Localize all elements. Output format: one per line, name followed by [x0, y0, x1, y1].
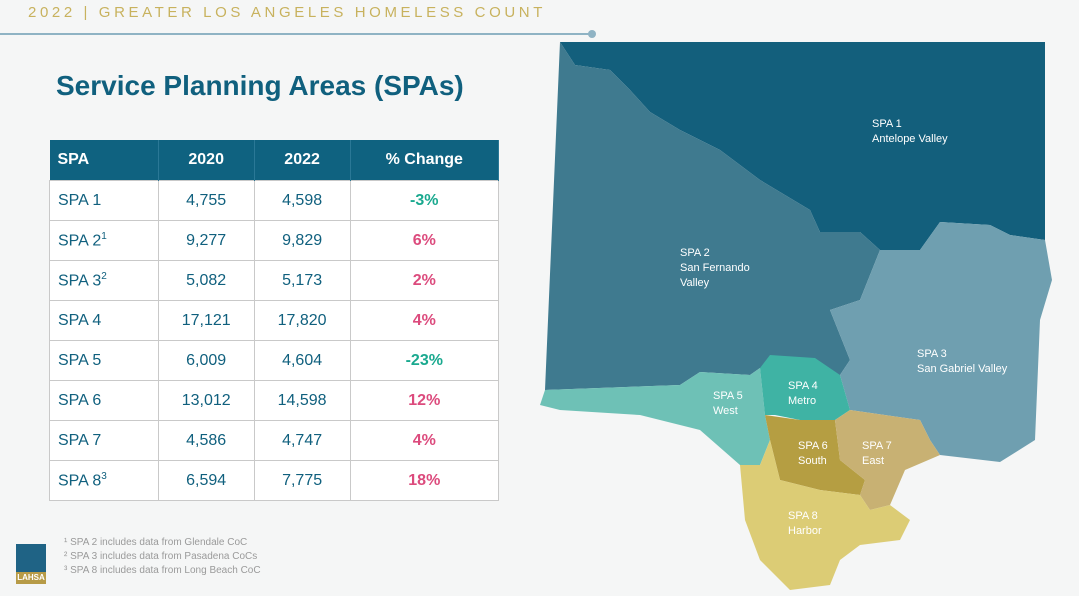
count-2022: 4,598	[253, 180, 351, 221]
header-rule-dot	[588, 30, 596, 38]
region-spa6[interactable]	[765, 415, 865, 495]
map-label-spa1: SPA 1	[872, 118, 902, 130]
table-row: SPA 21 9,277 9,829 6%	[49, 220, 500, 261]
map-label-spa4: Metro	[788, 395, 816, 407]
map-label-spa2: SPA 2	[680, 247, 710, 259]
region-spa3[interactable]	[830, 222, 1052, 462]
lahsa-logo: LAHSA	[16, 544, 46, 584]
column-header: 2020	[158, 140, 255, 181]
table-header: SPA 2020 2022% Change	[49, 140, 500, 181]
percent-change: 18%	[349, 460, 500, 501]
region-spa7[interactable]	[835, 410, 940, 510]
map-label-spa7: SPA 7	[862, 440, 892, 452]
spa-cell: SPA 83	[49, 460, 159, 501]
percent-change: -23%	[349, 340, 500, 381]
count-2020: 6,009	[157, 340, 255, 381]
spa-name: SPA 4	[58, 311, 102, 329]
page-title: Service Planning Areas (SPAs)	[56, 70, 464, 101]
spa-cell: SPA 7	[49, 420, 159, 461]
count-2020: 4,586	[157, 420, 255, 461]
map-label-spa3: SPA 3	[917, 348, 947, 360]
map-label-spa3: San Gabriel Valley	[917, 363, 1008, 375]
map-label-spa6: South	[798, 455, 827, 467]
map-label-spa4: SPA 4	[788, 380, 818, 392]
spa-cell: SPA 6	[49, 380, 159, 421]
count-2020: 6,594	[157, 460, 255, 501]
region-spa1[interactable]	[560, 42, 1045, 250]
table-row: SPA 7 4,586 4,747 4%	[49, 420, 500, 461]
count-2020: 9,277	[157, 220, 255, 261]
map-label-spa2: San Fernando	[680, 262, 750, 274]
map-label-spa8: Harbor	[788, 525, 822, 537]
count-2022: 5,173	[253, 260, 351, 301]
column-header: 2022	[254, 140, 351, 181]
header-rule	[0, 33, 592, 35]
region-spa5[interactable]	[540, 368, 770, 465]
spa-cell: SPA 32	[49, 260, 159, 301]
percent-change: 4%	[349, 420, 500, 461]
table-row: SPA 6 13,012 14,598 12%	[49, 380, 500, 421]
count-2020: 17,121	[157, 300, 255, 341]
spa-table: SPA 2020 2022% Change SPA 1 4,755 4,598 -3% SP…	[49, 140, 500, 501]
count-2022: 14,598	[253, 380, 351, 421]
footnote: ³ SPA 8 includes data from Long Beach Co…	[64, 565, 261, 576]
column-header: % Change	[350, 140, 500, 181]
map-label-spa5: West	[713, 405, 738, 417]
count-2020: 5,082	[157, 260, 255, 301]
spa-name: SPA 1	[58, 191, 102, 209]
spa-cell: SPA 4	[49, 300, 159, 341]
count-2022: 17,820	[253, 300, 351, 341]
spa-cell: SPA 5	[49, 340, 159, 381]
header-title: 2022 | GREATER LOS ANGELES HOMELESS COUN…	[28, 4, 546, 21]
spa-cell: SPA 21	[49, 220, 159, 261]
footnote: ¹ SPA 2 includes data from Glendale CoC	[64, 537, 248, 548]
map-label-spa2: Valley	[680, 277, 710, 289]
map-label-spa5: SPA 5	[713, 390, 743, 402]
region-spa4[interactable]	[760, 355, 850, 420]
spa-name: SPA 5	[58, 351, 102, 369]
spa-name: SPA 7	[58, 431, 102, 449]
footnotes: ¹ SPA 2 includes data from Glendale CoC …	[64, 536, 261, 578]
percent-change: 4%	[349, 300, 500, 341]
table-row: SPA 5 6,009 4,604 -23%	[49, 340, 500, 381]
column-header: SPA	[49, 140, 159, 181]
region-spa8[interactable]	[740, 440, 910, 590]
region-spa2[interactable]	[545, 42, 880, 390]
table-row: SPA 4 17,121 17,820 4%	[49, 300, 500, 341]
count-2022: 4,604	[253, 340, 351, 381]
spa-name: SPA 8	[58, 472, 102, 490]
table-row: SPA 83 6,594 7,775 18%	[49, 460, 500, 501]
map-label-spa7: East	[862, 455, 884, 467]
count-2022: 4,747	[253, 420, 351, 461]
table-row: SPA 1 4,755 4,598 -3%	[49, 180, 500, 221]
spa-name: SPA 3	[58, 272, 102, 290]
footnote: ² SPA 3 includes data from Pasadena CoCs	[64, 551, 258, 562]
spa-name: SPA 2	[58, 232, 102, 250]
spa-cell: SPA 1	[49, 180, 159, 221]
map-label-spa1: Antelope Valley	[872, 133, 948, 145]
footnote-ref: 2	[101, 270, 107, 282]
percent-change: 12%	[349, 380, 500, 421]
map-label-spa8: SPA 8	[788, 510, 818, 522]
logo-text: LAHSA	[16, 572, 46, 584]
count-2022: 9,829	[253, 220, 351, 261]
count-2020: 4,755	[157, 180, 255, 221]
count-2022: 7,775	[253, 460, 351, 501]
footnote-ref: 3	[101, 470, 107, 482]
spa-name: SPA 6	[58, 391, 102, 409]
map-label-spa6: SPA 6	[798, 440, 828, 452]
footnote-ref: 1	[101, 230, 107, 242]
count-2020: 13,012	[157, 380, 255, 421]
